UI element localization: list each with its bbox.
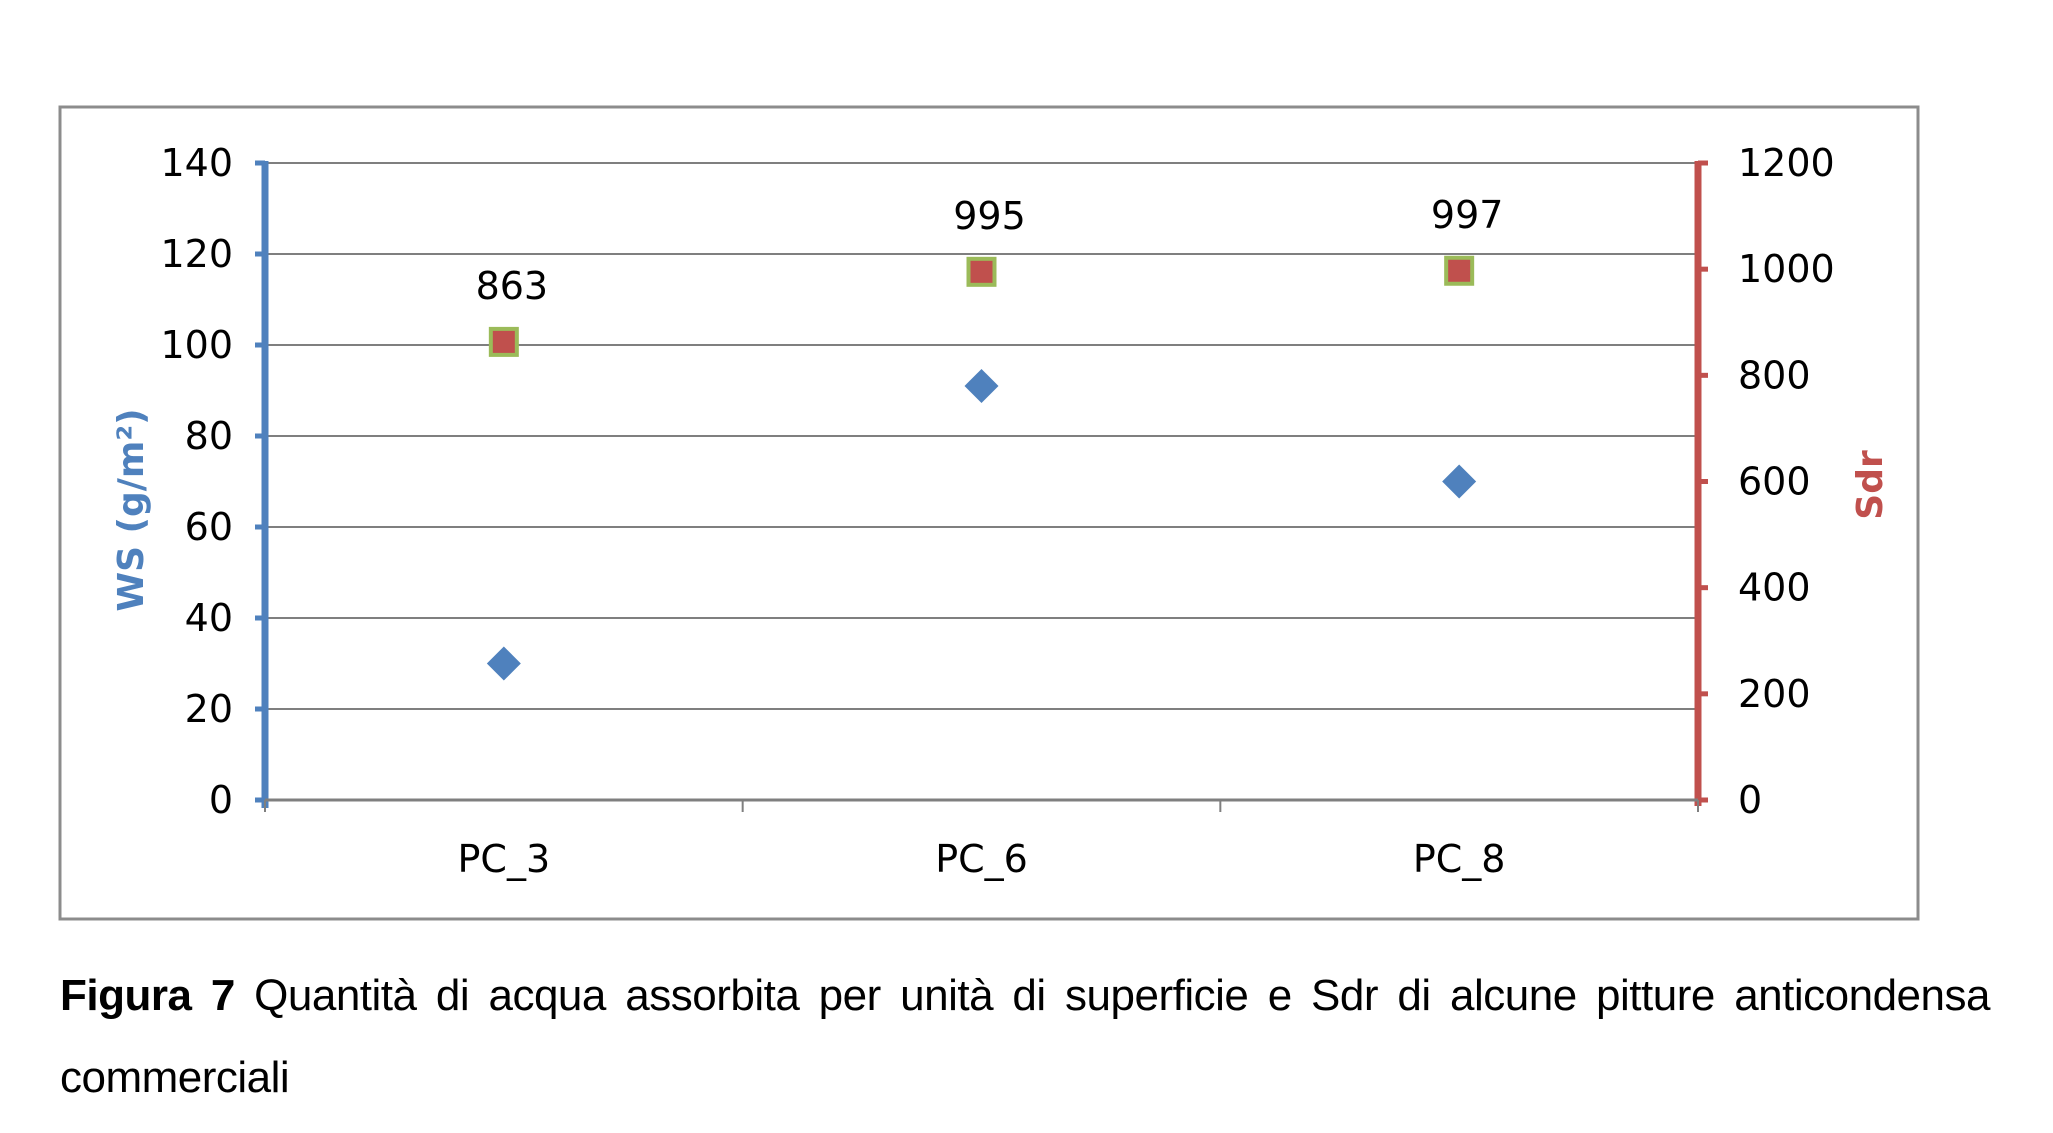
y-right-axis-title: Sdr [1850, 450, 1891, 520]
y-left-tick-label: 140 [160, 141, 233, 185]
ws-data-point [1442, 464, 1477, 499]
y-right-tick-label: 400 [1738, 566, 1811, 610]
ws-data-point [964, 368, 999, 403]
figure-caption-text: Quantità di acqua assorbita per unità di… [60, 971, 1990, 1102]
sdr-data-label: 997 [1431, 193, 1504, 237]
x-tick-label: PC_8 [1413, 837, 1506, 881]
tick-labels: 0 20 40 60 80 100 120 140 0 200 400 600 800 1000 1200 P… [160, 141, 1834, 881]
figure-caption: Figura 7 Quantità di acqua assorbita per… [60, 955, 1990, 1119]
y-left-tick-label: 120 [160, 232, 233, 276]
chart-frame [58, 105, 1920, 921]
sdr-data-point [1444, 255, 1475, 286]
y-left-axis-title: WS (g/m²) [111, 408, 152, 611]
y-right-tick-label: 800 [1738, 353, 1811, 397]
y-right-tick-label: 200 [1738, 672, 1811, 716]
y-left-tick-label: 60 [185, 505, 233, 549]
sdr-data-label: 995 [953, 194, 1026, 238]
y-right-tick-label: 1000 [1738, 247, 1835, 291]
y-right-tick-label: 0 [1738, 778, 1762, 822]
y-left-tick-label: 80 [185, 414, 233, 458]
y-left-tick-label: 0 [209, 778, 233, 822]
data-points [486, 255, 1477, 681]
axes [255, 160, 1708, 812]
y-left-tick-label: 40 [185, 596, 233, 640]
sdr-data-point [488, 326, 519, 357]
y-right-tick-label: 1200 [1738, 141, 1835, 185]
sdr-data-label: 863 [476, 264, 549, 308]
x-tick-label: PC_3 [458, 837, 551, 881]
sdr-data-point [966, 256, 997, 287]
data-labels: 863 995 997 [476, 193, 1504, 308]
chart: 0 20 40 60 80 100 120 140 0 200 400 600 800 1000 1200 P… [58, 105, 1920, 921]
figure-label: Figura 7 [60, 971, 235, 1020]
y-right-tick-label: 600 [1738, 460, 1811, 504]
y-left-tick-label: 100 [160, 323, 233, 367]
y-left-tick-label: 20 [185, 687, 233, 731]
ws-data-point [486, 646, 521, 681]
x-tick-label: PC_6 [935, 837, 1028, 881]
